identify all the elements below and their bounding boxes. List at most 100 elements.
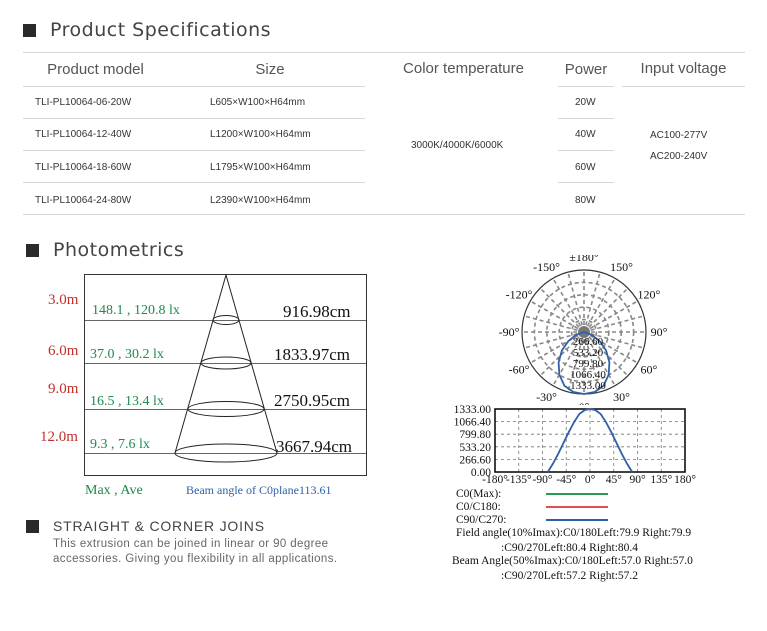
section-marker [26, 244, 39, 257]
header-power: Power [564, 61, 608, 78]
polar-spoke [552, 331, 585, 387]
y-tick-label: 1333.00 [454, 404, 492, 416]
polar-angle-label: 60° [641, 363, 658, 377]
diameter-label: 1833.97cm [274, 345, 351, 364]
distance-label: 3.0m [48, 292, 79, 308]
series-line [547, 408, 633, 473]
polar-spoke [523, 331, 585, 349]
specs-title: Product Specifications [50, 19, 272, 41]
polar-spoke [529, 331, 585, 364]
polar-curve [557, 331, 611, 395]
x-tick-label: -135° [506, 474, 532, 486]
row-divider [558, 150, 614, 151]
y-tick-label: 0.00 [471, 467, 491, 479]
section-marker [26, 520, 39, 533]
polar-spoke [583, 287, 629, 333]
polar-angle-label: -120° [506, 288, 533, 302]
legend-swatch [546, 493, 608, 495]
joins-description-line1: This extrusion can be joined in linear o… [53, 538, 329, 550]
header-size: Size [255, 61, 285, 78]
polar-spoke [567, 271, 585, 333]
legend-swatch [546, 506, 608, 508]
header-divider [23, 86, 365, 87]
distance-label: 12.0m [40, 429, 78, 445]
lux-label: 9.3 , 7.6 lx [90, 437, 150, 452]
diameter-label: 916.98cm [283, 302, 351, 321]
polar-angle-label: -60° [509, 363, 530, 377]
voltage-value-2: AC200-240V [650, 151, 708, 162]
polar-ring-label: 1333.00 [570, 380, 606, 392]
x-tick-label: -90° [533, 474, 553, 486]
row-divider [558, 182, 614, 183]
polar-spoke [539, 287, 585, 333]
header-voltage: Input voltage [640, 60, 727, 77]
polar-ring [570, 318, 598, 346]
cone-footer-right: Beam angle of C0plane113.61 [186, 483, 332, 497]
x-tick-label: 90° [629, 474, 646, 486]
intensity-chart: -180°-135° -90° -45° 0° 45° 90° 135° 180° 0.0026… [454, 404, 697, 486]
row-divider [558, 118, 614, 119]
joins-description-line2: accessories. Giving you flexibility in a… [53, 553, 338, 565]
distance-label: 6.0m [48, 343, 79, 359]
polar-spoke [583, 277, 616, 333]
table-top-border [23, 52, 745, 53]
polar-spoke [529, 300, 585, 333]
cone-footer-left: Max , Ave [85, 483, 143, 498]
polar-spoke [583, 315, 645, 333]
legend-swatch [546, 519, 608, 521]
x-tick-label: 180° [674, 474, 696, 486]
header-model: Product model [47, 61, 144, 78]
polar-angle-label: -150° [533, 260, 560, 274]
joins-title: STRAIGHT & CORNER JOINS [53, 518, 265, 534]
polar-angle-label: 120° [638, 288, 661, 302]
row-power: 20W [575, 97, 596, 108]
section-marker [23, 24, 36, 37]
y-tick-label: 266.60 [459, 454, 491, 466]
header-divider [622, 86, 745, 87]
color-temperature-value: 3000K/4000K/6000K [411, 140, 504, 151]
polar-spoke [567, 331, 585, 393]
voltage-value-1: AC100-277V [650, 130, 708, 141]
polar-spoke [583, 300, 639, 333]
polar-angle-label: -30° [536, 390, 557, 404]
row-divider [23, 150, 365, 151]
polar-angle-label: ±180° [569, 255, 599, 264]
legend-label: C90/C270: [456, 514, 507, 526]
x-tick-label: 135° [650, 474, 672, 486]
header-divider [558, 86, 614, 87]
row-size: L2390×W100×H64mm [210, 195, 311, 206]
x-tick-label: -45° [556, 474, 576, 486]
table-bottom-border [23, 214, 745, 215]
lux-label: 16.5 , 13.4 lx [90, 394, 164, 409]
x-tick-label: -180° [482, 474, 508, 486]
row-divider [23, 118, 365, 119]
row-model: TLI-PL10064-18-60W [35, 162, 132, 173]
legend-label: C0(Max): [456, 488, 502, 500]
polar-angle-label: 30° [613, 390, 630, 404]
diameter-label: 2750.95cm [274, 391, 351, 410]
row-power: 80W [575, 195, 596, 206]
polar-ring-label: 533.20 [573, 347, 604, 359]
polar-ring-label: 266.60 [573, 336, 604, 348]
polar-spoke [539, 331, 585, 377]
beam-angle-note: Beam Angle(50%Imax):C0/180Left:57.0 Righ… [452, 555, 693, 567]
distance-label: 9.0m [48, 381, 79, 397]
legend-label: C0/C180: [456, 501, 501, 513]
polar-angle-label: 90° [651, 325, 668, 339]
y-tick-label: 533.20 [459, 442, 491, 454]
diameter-label: 3667.94cm [276, 437, 353, 456]
polar-spoke [583, 331, 601, 393]
y-tick-label: 799.80 [459, 429, 491, 441]
header-color: Color temperature [403, 60, 524, 77]
polar-ring-label: 1066.40 [570, 369, 606, 381]
lux-label: 148.1 , 120.8 lx [92, 303, 180, 318]
row-power: 60W [575, 162, 596, 173]
row-power: 40W [575, 129, 596, 140]
row-model: TLI-PL10064-12-40W [35, 129, 132, 140]
row-size: L1200×W100×H64mm [210, 129, 311, 140]
polar-spoke [583, 271, 601, 333]
polar-angle-label: -90° [499, 325, 520, 339]
x-tick-label: 45° [606, 474, 623, 486]
row-divider [23, 182, 365, 183]
